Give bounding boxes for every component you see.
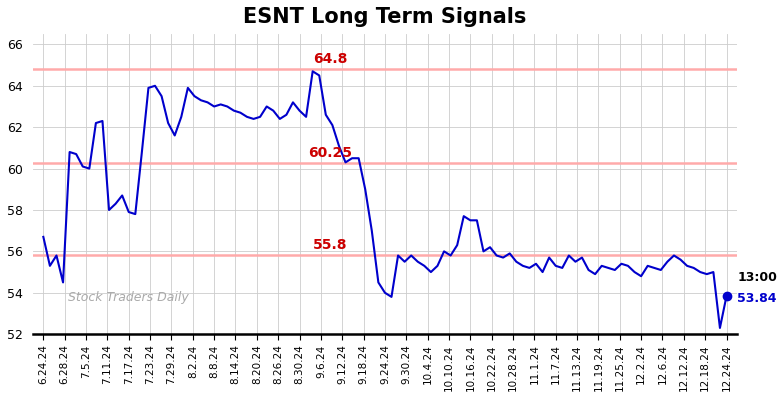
- Text: 55.8: 55.8: [313, 238, 347, 252]
- Text: Stock Traders Daily: Stock Traders Daily: [68, 291, 189, 304]
- Text: 53.84: 53.84: [737, 292, 777, 304]
- Text: 60.25: 60.25: [308, 146, 352, 160]
- Text: 64.8: 64.8: [313, 51, 347, 66]
- Title: ESNT Long Term Signals: ESNT Long Term Signals: [243, 7, 527, 27]
- Text: 13:00: 13:00: [737, 271, 777, 284]
